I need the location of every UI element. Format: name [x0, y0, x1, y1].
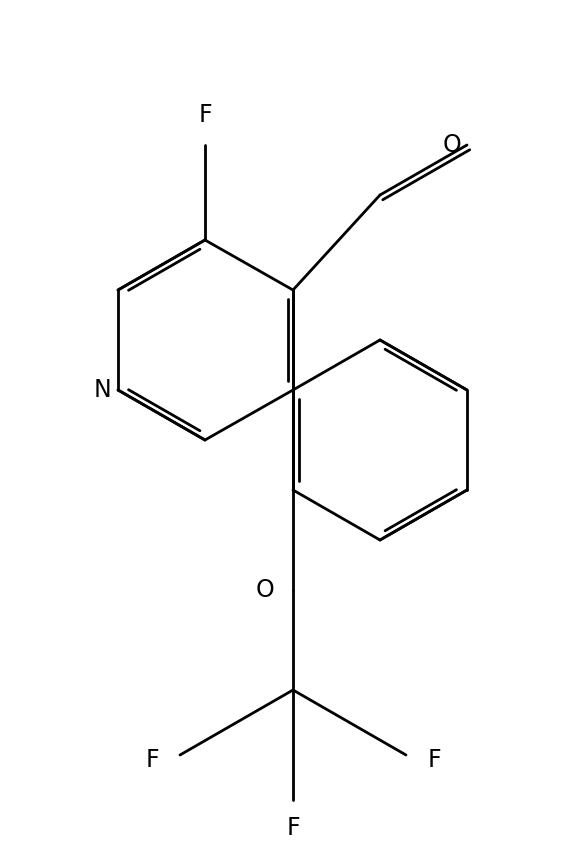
Text: F: F	[198, 103, 212, 127]
Text: F: F	[286, 816, 300, 840]
Text: F: F	[145, 748, 159, 772]
Text: O: O	[256, 578, 274, 602]
Text: N: N	[94, 378, 112, 402]
Text: O: O	[443, 133, 461, 157]
Text: F: F	[427, 748, 441, 772]
